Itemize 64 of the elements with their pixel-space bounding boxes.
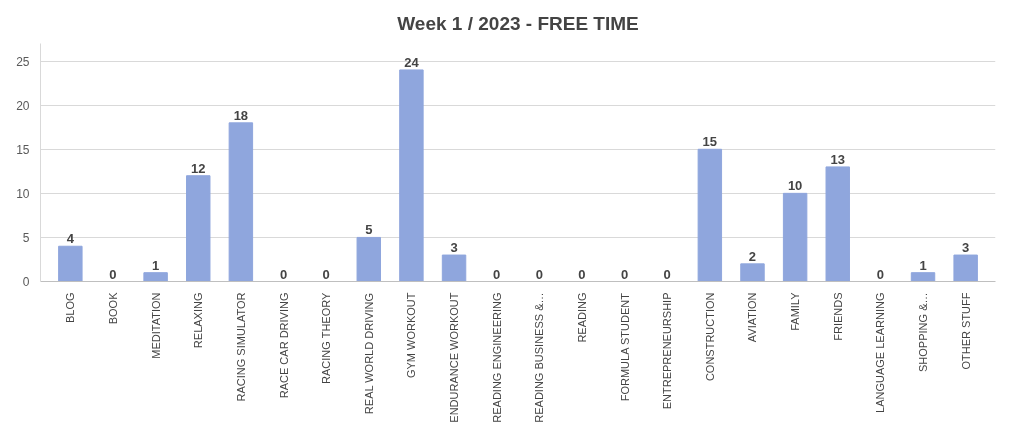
bar [782, 192, 808, 282]
bar [910, 272, 936, 282]
data-label: 0 [663, 266, 671, 282]
y-tick-label: 15 [16, 142, 30, 157]
data-label: 3 [450, 240, 458, 256]
x-tick-label: BOOK [106, 291, 119, 325]
data-label: 0 [109, 266, 117, 282]
x-tick-label: FORMULA STUDENT [618, 292, 631, 402]
data-label: 15 [702, 134, 718, 150]
x-tick-label: READING ENGINEERING [490, 292, 503, 423]
y-tick-label: 20 [16, 98, 30, 113]
x-tick-label: AVIATION [746, 292, 759, 343]
data-label: 13 [830, 151, 845, 167]
x-tick-label: RACING THEORY [320, 292, 333, 384]
bar [58, 245, 83, 282]
data-label: 1 [919, 257, 927, 273]
x-tick-label: READING BUSINESS &… [533, 292, 546, 423]
data-label: 0 [578, 266, 586, 282]
bar [953, 254, 978, 282]
data-label: 2 [748, 248, 757, 264]
x-tick-label: SHOPPING &… [917, 292, 930, 372]
y-tick-label: 5 [22, 230, 30, 245]
x-tick-label: REAL WORLD DRIVING [362, 292, 375, 415]
y-tick-label: 10 [16, 186, 30, 201]
data-label: 0 [493, 266, 501, 282]
bar [356, 236, 382, 282]
x-tick-label: LANGUAGE LEARNING [874, 292, 887, 413]
x-tick-label: FRIENDS [831, 292, 844, 341]
chart-title: Week 1 / 2023 - FREE TIME [397, 12, 639, 34]
data-label: 0 [620, 266, 629, 282]
x-tick-label: ENTREPRENEURSHIP [661, 292, 674, 410]
bar [825, 166, 850, 282]
data-label: 5 [365, 222, 373, 238]
bar [740, 263, 765, 282]
bar [697, 148, 723, 282]
data-label: 3 [962, 240, 970, 256]
data-label: 1 [152, 257, 160, 273]
y-tick-label: 25 [16, 54, 30, 69]
x-tick-label: GYM WORKOUT [405, 292, 418, 379]
data-label: 12 [191, 160, 206, 176]
x-tick-label: ENDURANCE WORKOUT [448, 292, 461, 423]
x-tick-label: FAMILY [789, 291, 802, 331]
x-tick-label: MEDITATION [149, 292, 162, 359]
bar [228, 122, 254, 282]
x-tick-label: RACING SIMULATOR [234, 292, 247, 402]
data-label: 0 [535, 266, 543, 282]
x-tick-label: READING [575, 292, 588, 343]
bar [441, 254, 467, 282]
data-label: 0 [876, 266, 885, 282]
data-label: 24 [404, 54, 420, 70]
x-tick-label: CONSTRUCTION [703, 292, 716, 382]
data-label: 0 [322, 266, 330, 282]
data-label: 10 [787, 178, 803, 194]
data-label: 0 [279, 266, 288, 282]
y-tick-label: 0 [22, 275, 30, 289]
bar [186, 175, 211, 282]
x-tick-label: BLOG [64, 292, 77, 324]
x-tick-label: RELAXING [192, 292, 205, 349]
x-tick-label: OTHER STUFF [959, 292, 972, 370]
x-tick-label: RACE CAR DRIVING [277, 292, 290, 399]
bar [399, 69, 424, 282]
data-label: 4 [66, 231, 75, 247]
bar [143, 272, 168, 282]
data-label: 18 [233, 107, 249, 123]
